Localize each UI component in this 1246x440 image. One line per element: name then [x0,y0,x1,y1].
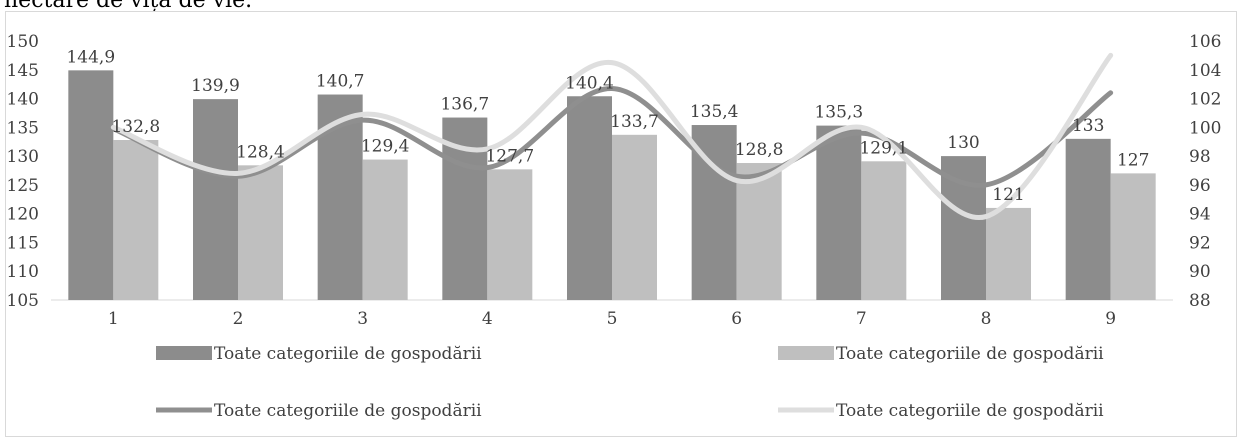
bar-series-2 [487,169,533,300]
y-right-tick-label: 100 [1189,118,1221,138]
x-tick-label: 9 [1105,309,1116,329]
bar-data-label: 132,8 [111,117,160,137]
y-left-tick-label: 125 [7,176,39,196]
y-left-tick-label: 130 [7,147,39,167]
bar-series-1 [193,99,238,301]
x-tick-label: 8 [981,309,992,329]
bar-series-2 [986,207,1031,300]
x-tick-label: 1 [108,309,119,329]
x-tick-label: 3 [357,309,368,329]
bar-series-1 [816,125,862,301]
bar-series-1 [941,156,986,300]
bar-data-label: 127,7 [485,146,534,166]
y-left-tick-label: 115 [7,233,39,253]
y-left-tick-label: 140 [7,90,39,110]
bar-series-2 [362,159,408,300]
x-tick-label: 6 [731,309,742,329]
bar-data-label: 136,7 [440,95,489,115]
x-tick-label: 2 [233,309,244,329]
legend-label-2: Toate categoriile de gospodării [836,344,1104,364]
y-right-tick-label: 88 [1189,291,1211,311]
y-left-tick-label: 150 [7,32,39,52]
bar-series-2 [736,163,782,300]
line-series-2 [110,52,1114,221]
bar-data-label: 133,7 [610,112,659,132]
x-tick-label: 5 [607,309,618,329]
bar-series-2 [113,139,159,300]
bar-data-label: 135,4 [690,102,739,122]
bar-series-1 [567,96,612,301]
bar-series-2 [1110,173,1156,300]
bar-series-2 [612,134,657,300]
combo-chart: 1051101151201251301351401451508890929496… [7,32,1222,421]
bar-data-label: 139,9 [191,76,240,96]
y-right-tick-label: 92 [1189,233,1211,253]
bar-series-1 [68,70,114,300]
legend-swatch-2 [778,346,834,360]
bar-data-label: 140,7 [316,72,365,92]
y-left-tick-label: 135 [7,118,39,138]
chart-area: 105 110 115 120 125 130 135 140 145 150 88 90 92 94 96… [5,11,1237,437]
y-left-tick-label: 145 [7,61,39,81]
bar-data-label: 128,4 [236,142,285,162]
bar-data-label: 140,4 [565,73,614,93]
y-right-tick-label: 98 [1189,147,1211,167]
legend-label-4: Toate categoriile de gospodării [836,401,1104,421]
bar-data-label: 133 [1072,116,1104,136]
page-caption: nectare de viță de vie. [4,0,253,13]
y-right-tick-label: 106 [1189,32,1221,52]
bar-data-label: 128,8 [735,140,784,160]
bar-series-1 [1065,138,1111,300]
bar-series-2 [861,161,907,300]
bar-data-label: 129,4 [361,137,410,157]
y-left-tick-label: 110 [7,262,39,282]
bar-data-label: 127 [1117,150,1149,170]
line-series-1 [110,85,1114,188]
bar-data-label: 144,9 [66,47,115,67]
y-right-tick-label: 90 [1189,262,1211,282]
legend-swatch-1 [156,346,212,360]
bar-series-2 [238,165,283,300]
bar-data-label: 130 [947,133,979,153]
bar-data-label: 135,3 [814,103,863,123]
legend-label-3: Toate categoriile de gospodării [214,401,482,421]
y-left-tick-label: 120 [7,205,39,225]
bar-data-label: 121 [992,185,1024,205]
y-right-tick-label: 104 [1189,61,1221,81]
x-tick-label: 7 [856,309,867,329]
y-left-tick-label: 105 [7,291,39,311]
legend-label-1: Toate categoriile de gospodării [214,344,482,364]
bar-data-label: 129,1 [859,138,908,158]
y-right-tick-label: 94 [1189,205,1211,225]
y-right-tick-label: 96 [1189,176,1211,196]
x-tick-label: 4 [482,309,493,329]
y-right-tick-label: 102 [1189,90,1221,110]
